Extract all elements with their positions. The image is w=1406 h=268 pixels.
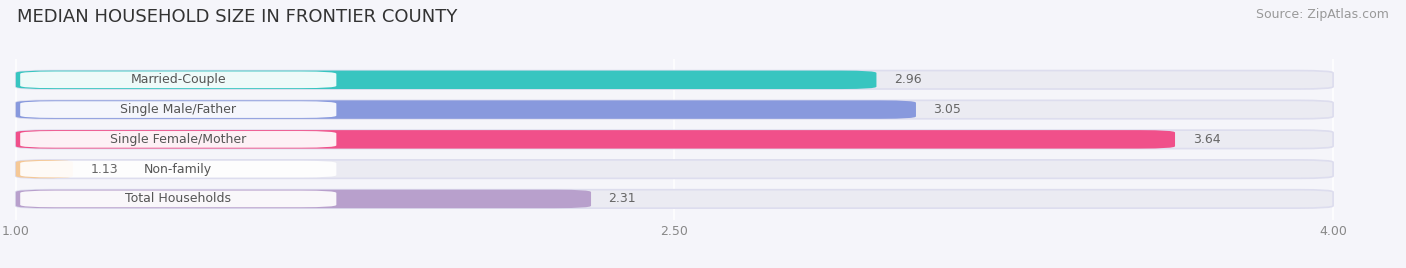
Text: Non-family: Non-family [145,163,212,176]
FancyBboxPatch shape [15,190,591,208]
FancyBboxPatch shape [20,191,336,207]
Text: MEDIAN HOUSEHOLD SIZE IN FRONTIER COUNTY: MEDIAN HOUSEHOLD SIZE IN FRONTIER COUNTY [17,8,457,26]
FancyBboxPatch shape [15,190,1333,208]
Text: 2.31: 2.31 [609,192,637,205]
FancyBboxPatch shape [20,101,336,118]
FancyBboxPatch shape [15,70,1333,89]
FancyBboxPatch shape [15,100,1333,119]
Text: Source: ZipAtlas.com: Source: ZipAtlas.com [1256,8,1389,21]
FancyBboxPatch shape [15,70,876,89]
Text: Total Households: Total Households [125,192,231,205]
FancyBboxPatch shape [15,100,915,119]
Text: 3.64: 3.64 [1192,133,1220,146]
FancyBboxPatch shape [20,131,336,148]
FancyBboxPatch shape [15,130,1333,148]
FancyBboxPatch shape [15,130,1175,148]
Text: Single Male/Father: Single Male/Father [121,103,236,116]
FancyBboxPatch shape [15,160,73,178]
Text: 1.13: 1.13 [90,163,118,176]
FancyBboxPatch shape [15,160,1333,178]
Text: 2.96: 2.96 [894,73,921,86]
Text: 3.05: 3.05 [934,103,962,116]
Text: Married-Couple: Married-Couple [131,73,226,86]
FancyBboxPatch shape [20,161,336,177]
Text: Single Female/Mother: Single Female/Mother [110,133,246,146]
FancyBboxPatch shape [20,72,336,88]
